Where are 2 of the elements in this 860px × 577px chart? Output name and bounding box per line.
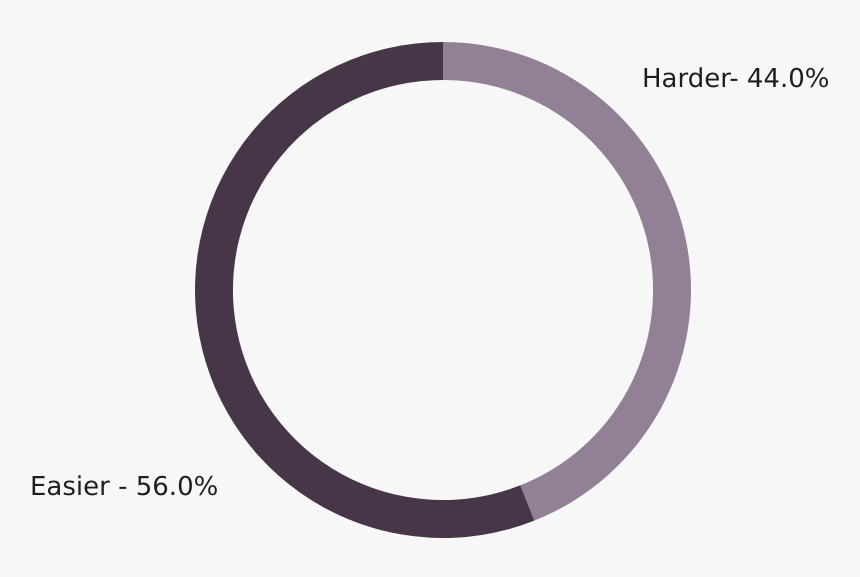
slice-label: Easier - 56.0% <box>30 472 218 502</box>
slice-label: Harder- 44.0% <box>642 64 830 94</box>
